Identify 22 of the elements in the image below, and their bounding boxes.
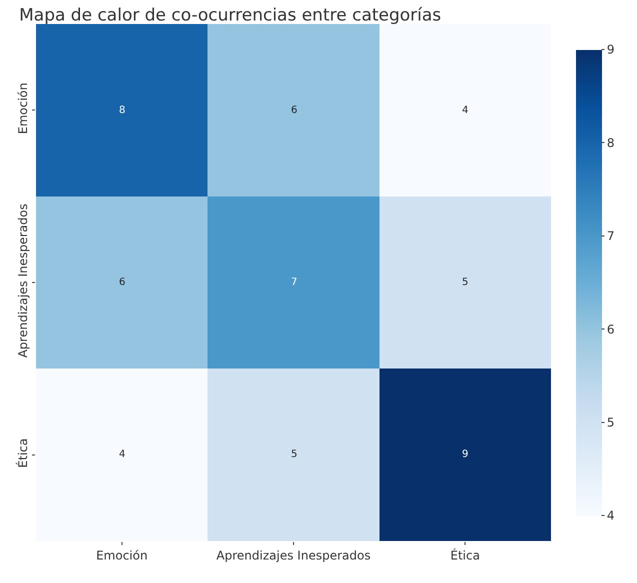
chart-title: Mapa de calor de co-ocurrencias entre categorías xyxy=(19,6,442,26)
color-bar-label: 7 xyxy=(606,229,615,244)
x-tick-label: Emoción xyxy=(96,548,148,562)
data-label: 4 xyxy=(462,105,468,116)
y-tick-label: Ética xyxy=(15,438,30,468)
data-label: 6 xyxy=(291,105,298,116)
color-bar-label: 4 xyxy=(606,508,615,523)
y-tick-label: Emoción xyxy=(16,82,30,134)
color-bar-label: 6 xyxy=(606,322,615,336)
data-label: 7 xyxy=(291,277,298,288)
color-bar-label: 5 xyxy=(606,416,615,430)
data-label: 6 xyxy=(119,277,126,288)
color-bar-label: 8 xyxy=(606,136,615,150)
x-tick-label: Ética xyxy=(450,547,480,562)
data-label: 4 xyxy=(119,449,126,460)
data-label: 8 xyxy=(119,105,126,116)
data-label: 9 xyxy=(462,449,468,460)
y-tick-label: Aprendizajes Inesperados xyxy=(16,204,30,358)
x-tick-label: Aprendizajes Inesperados xyxy=(216,548,371,562)
data-label: 5 xyxy=(291,449,298,460)
data-label: 5 xyxy=(462,277,468,288)
color-bar-label: 9 xyxy=(606,42,615,57)
